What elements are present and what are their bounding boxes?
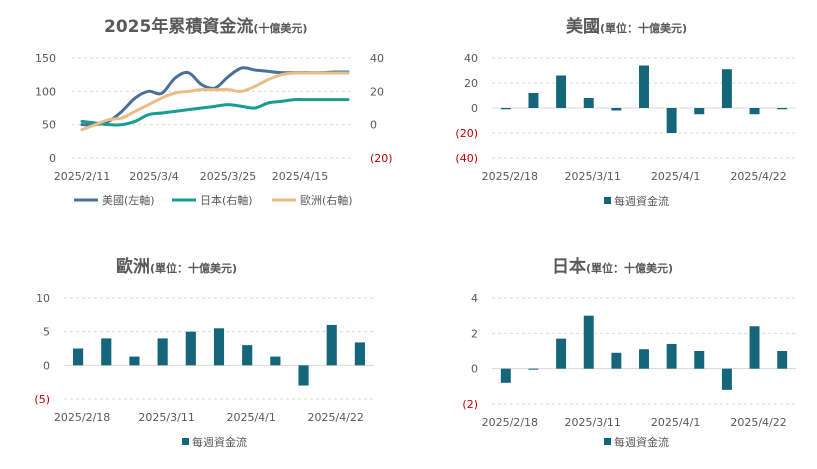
legend-label: 日本(右軸) (200, 193, 253, 207)
y-axis-tick: 0 (471, 102, 478, 115)
y-axis-tick: 20 (464, 77, 478, 90)
bar (129, 356, 140, 366)
bar (185, 331, 196, 366)
bar (694, 108, 705, 115)
x-axis-label: 2025/2/11 (54, 170, 110, 183)
chart-title-unit: (單位：十億美元) (150, 261, 237, 275)
bar (639, 349, 649, 369)
chart-title: 日本(單位：十億美元) (552, 256, 673, 277)
bar (721, 69, 732, 108)
y-axis-tick: (40) (455, 152, 478, 165)
x-axis-label: 2025/3/4 (129, 170, 178, 183)
bar (500, 368, 511, 383)
legend-label: 每週資金流 (614, 194, 669, 208)
x-axis-label: 2025/2/18 (482, 170, 538, 183)
bar (749, 326, 760, 369)
x-axis-label: 2025/4/22 (308, 411, 364, 424)
left-axis-tick: 50 (42, 119, 56, 132)
legend-label: 歐洲(右軸) (300, 193, 353, 207)
y-axis-tick: 40 (464, 52, 478, 65)
legend-swatch (182, 438, 189, 445)
chart-title-main: 歐洲 (116, 256, 150, 277)
x-axis-label: 2025/4/1 (651, 170, 700, 183)
series-line-2 (80, 71, 350, 132)
bar (157, 338, 168, 366)
right-axis-tick: 0 (370, 119, 377, 132)
legend-swatch (604, 197, 611, 204)
bar (777, 108, 788, 110)
bar (101, 338, 112, 366)
y-axis-tick: (20) (455, 127, 478, 140)
bar (694, 351, 705, 369)
right-axis-tick: (20) (370, 152, 393, 165)
x-axis-label: 2025/3/11 (565, 170, 621, 183)
series-line-0 (80, 66, 350, 127)
chart-title-unit: (單位：十億美元) (586, 261, 673, 275)
y-axis-tick: 0 (471, 363, 478, 376)
bar (556, 338, 567, 369)
x-axis-label: 2025/3/25 (200, 170, 256, 183)
bar (326, 324, 337, 366)
x-axis-label: 2025/4/22 (730, 170, 786, 183)
chart-title-main: 美國 (566, 16, 600, 37)
y-axis-tick: 2 (471, 327, 478, 340)
cumulative-flow-chart: 2025年累積資金流(十億美元) 0 50 100 150 (20) 0 20 40 2025/2… (35, 16, 393, 207)
series-line-1 (80, 98, 350, 127)
bar (749, 108, 760, 115)
x-axis-label: 2025/4/1 (226, 411, 275, 424)
bar (611, 352, 622, 369)
chart-title: 美國(單位：十億美元) (566, 16, 687, 37)
chart-title-unit: (單位：十億美元) (600, 21, 687, 35)
bar (666, 343, 677, 369)
bar (298, 365, 309, 386)
bar (354, 342, 365, 366)
x-axis-label: 2025/4/15 (272, 170, 328, 183)
y-axis-tick: 4 (471, 292, 478, 305)
bar (270, 356, 281, 366)
bar (73, 348, 84, 366)
weekly-flow-chart-1: 美國(單位：十億美元) (40) (20) 0 20 40 2025/2/18 2025/3/… (455, 16, 796, 208)
x-axis-label: 2025/4/22 (730, 416, 786, 429)
chart-title-main: 日本 (552, 256, 586, 277)
bar (242, 345, 253, 366)
y-axis-tick: (2) (462, 398, 478, 411)
x-axis-label: 2025/3/11 (565, 416, 621, 429)
x-axis-label: 2025/4/1 (651, 416, 700, 429)
y-axis-tick: 5 (43, 326, 50, 339)
chart-title: 歐洲(單位：十億美元) (116, 256, 237, 277)
bar (500, 108, 511, 110)
bar (721, 368, 732, 390)
weekly-flow-chart-3: 日本(單位：十億美元) (2) 0 2 4 2025/2/18 2025/3/11 2025/… (462, 256, 796, 449)
bar (528, 368, 539, 370)
chart-title: 2025年累積資金流(十億美元) (104, 16, 307, 37)
weekly-flow-chart-2: 歐洲(單位：十億美元) (5) 0 5 10 2025/2/18 2025/3/11 2025… (34, 256, 374, 449)
bar (556, 75, 567, 108)
bar (639, 65, 649, 108)
chart-title-unit: (十億美元) (253, 21, 307, 35)
y-axis-tick: 0 (43, 359, 50, 372)
right-axis-tick: 20 (370, 85, 384, 98)
bar (528, 93, 539, 108)
x-axis-label: 2025/2/18 (482, 416, 538, 429)
x-axis-label: 2025/2/18 (54, 411, 110, 424)
x-axis-label: 2025/3/11 (138, 411, 194, 424)
legend-label: 美國(左軸) (102, 193, 155, 207)
bar (611, 108, 622, 111)
right-axis-tick: 40 (370, 52, 384, 65)
bar (777, 351, 788, 369)
y-axis-tick: 10 (36, 292, 50, 305)
bar (666, 108, 677, 133)
left-axis-tick: 0 (49, 152, 56, 165)
legend-label: 每週資金流 (614, 435, 669, 449)
bar (213, 328, 225, 366)
left-axis-tick: 100 (35, 85, 56, 98)
legend-swatch (604, 438, 611, 445)
chart-title-main: 2025年累積資金流 (104, 16, 253, 37)
bar (583, 98, 594, 108)
y-axis-tick: (5) (34, 393, 50, 406)
bar (583, 315, 594, 369)
left-axis-tick: 150 (35, 52, 56, 65)
legend-label: 每週資金流 (192, 435, 247, 449)
